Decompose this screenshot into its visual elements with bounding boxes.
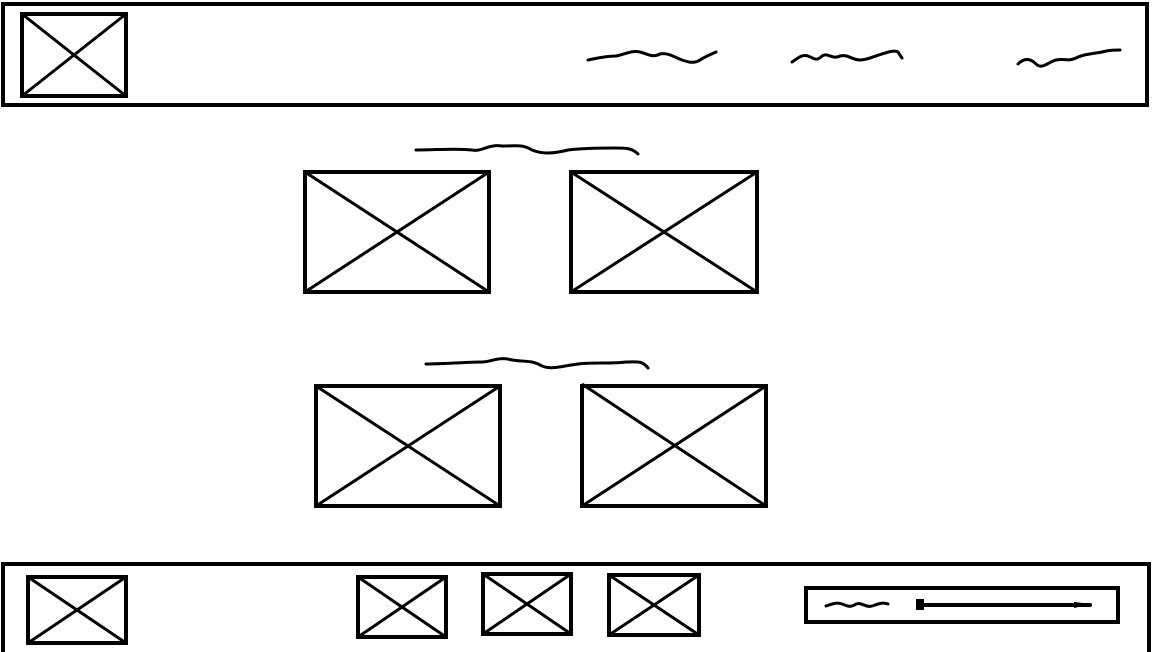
slider-label bbox=[822, 596, 892, 614]
image-placeholder-icon bbox=[20, 12, 128, 98]
slider-handle[interactable] bbox=[916, 599, 924, 610]
footer-button-1[interactable] bbox=[356, 575, 448, 639]
nav-link-3[interactable] bbox=[1014, 42, 1124, 72]
image-placeholder-icon bbox=[26, 575, 128, 645]
slider-track[interactable] bbox=[914, 596, 1096, 618]
footer-button-2[interactable] bbox=[481, 572, 573, 636]
footer-logo-image[interactable] bbox=[26, 575, 128, 645]
section-1-image-2[interactable] bbox=[569, 170, 759, 294]
footer-button-3[interactable] bbox=[607, 573, 701, 637]
image-placeholder-icon bbox=[569, 170, 759, 294]
footer-bar bbox=[1, 562, 1151, 652]
section-2-image-1[interactable] bbox=[314, 384, 502, 508]
volume-control bbox=[804, 586, 1120, 624]
image-placeholder-icon bbox=[356, 575, 448, 639]
nav-link-2[interactable] bbox=[788, 44, 908, 70]
image-placeholder-icon bbox=[303, 170, 491, 294]
section-1-image-1[interactable] bbox=[303, 170, 491, 294]
section-2-image-2[interactable] bbox=[580, 382, 768, 508]
section-1-heading bbox=[412, 138, 644, 160]
nav-link-1[interactable] bbox=[584, 44, 718, 70]
image-placeholder-icon bbox=[314, 384, 502, 508]
section-2-heading bbox=[422, 352, 654, 374]
header-logo-image[interactable] bbox=[20, 12, 128, 98]
image-placeholder-icon bbox=[580, 382, 768, 508]
header-bar bbox=[1, 2, 1149, 107]
image-placeholder-icon bbox=[607, 573, 701, 637]
image-placeholder-icon bbox=[481, 572, 573, 636]
